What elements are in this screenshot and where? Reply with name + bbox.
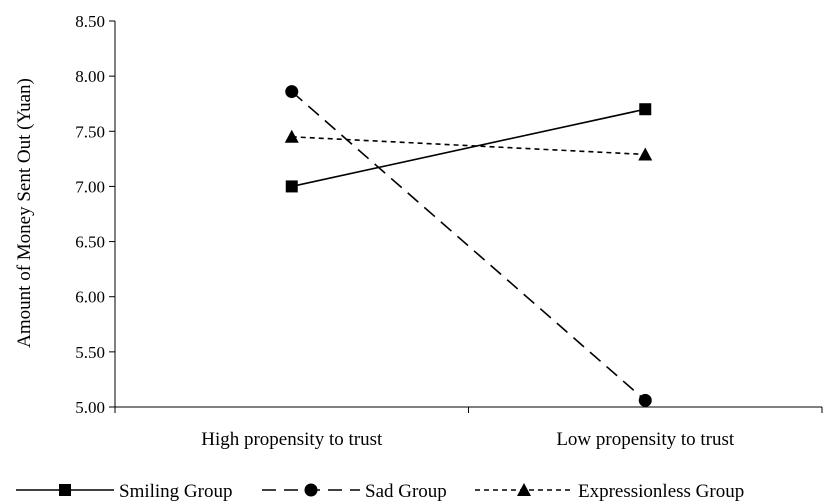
series-expressionless-group	[284, 129, 653, 161]
y-axis-title: Amount of Money Sent Out (Yuan)	[14, 78, 35, 348]
y-tick-label: 8.00	[75, 67, 105, 86]
series-smiling-group	[285, 103, 652, 193]
series-line-smiling-group	[291, 108, 646, 188]
x-category-label: High propensity to trust	[201, 429, 383, 450]
data-point-expressionless-group	[638, 147, 653, 161]
legend-marker-smiling-group	[59, 484, 71, 496]
legend-label-expressionless-group: Expressionless Group	[578, 481, 744, 502]
legend-marker-sad-group	[304, 483, 318, 497]
y-tick-label: 6.50	[75, 233, 105, 252]
series-layer	[284, 85, 653, 407]
y-tick-label: 7.50	[75, 122, 105, 141]
y-axis: 5.00 5.50 6.00 6.50 7.00 7.50 8.00 8.50	[75, 12, 116, 417]
y-tick-label: 5.50	[75, 343, 105, 362]
data-point-smiling-group	[285, 180, 298, 193]
series-line-sad-group	[291, 90, 646, 401]
y-tick-label: 5.00	[75, 398, 105, 417]
y-tick-label: 7.00	[75, 177, 105, 196]
y-tick-label: 8.50	[75, 12, 105, 31]
x-category-label: Low propensity to trust	[556, 429, 735, 450]
legend-label-smiling-group: Smiling Group	[119, 481, 232, 502]
legend-label-sad-group: Sad Group	[365, 481, 447, 502]
x-axis: High propensity to trust Low propensity t…	[114, 406, 823, 450]
legend-item-expressionless-group: Expressionless Group	[475, 481, 744, 502]
data-point-smiling-group	[639, 103, 652, 116]
legend: Smiling Group Sad Group Expressionless Gro…	[16, 481, 744, 502]
series-line-expressionless-group	[291, 136, 646, 156]
series-sad-group	[285, 85, 652, 407]
data-point-expressionless-group	[284, 129, 299, 143]
legend-item-smiling-group: Smiling Group	[16, 481, 232, 502]
y-tick-label: 6.00	[75, 288, 105, 307]
data-point-sad-group	[285, 85, 299, 99]
data-point-sad-group	[638, 393, 652, 407]
legend-item-sad-group: Sad Group	[262, 481, 447, 502]
legend-marker-expressionless-group	[517, 483, 531, 496]
